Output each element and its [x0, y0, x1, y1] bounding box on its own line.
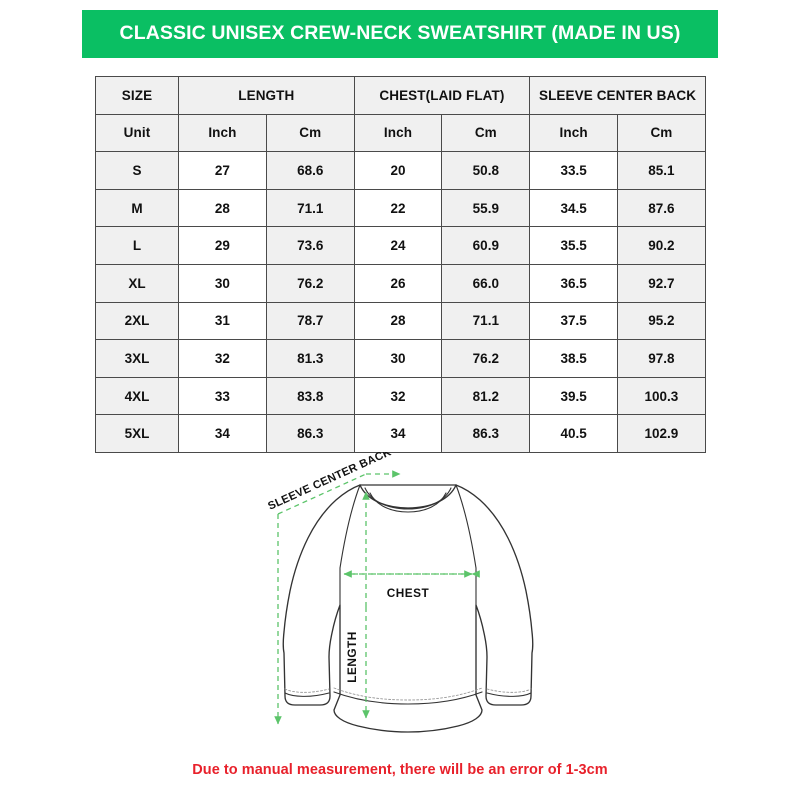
cell-chest-in: 20: [353, 151, 443, 190]
cell-length-in: 32: [178, 339, 267, 378]
cell-chest-in: 22: [353, 188, 443, 228]
cell-chest-in: 26: [353, 263, 443, 303]
unit-header-chest-cm: Cm: [441, 113, 531, 153]
cell-length-in: 28: [178, 188, 267, 228]
cell-length-cm: 86.3: [265, 414, 355, 453]
cell-length-cm: 78.7: [265, 301, 355, 341]
cell-chest-cm: 71.1: [441, 301, 531, 341]
label-chest: CHEST: [387, 586, 430, 600]
column-header-chest: CHEST(LAID FLAT): [353, 76, 531, 115]
unit-header-length-inch: Inch: [178, 113, 267, 153]
cell-size: 4XL: [95, 376, 179, 416]
cell-length-in: 27: [178, 151, 267, 190]
table-group-header-row: SIZE LENGTH CHEST(LAID FLAT) SLEEVE CENT…: [95, 76, 706, 115]
cell-sleeve-in: 36.5: [529, 263, 619, 303]
measurement-diagram: SLEEVE CENTER BACK CHEST LENGTH: [248, 452, 568, 752]
cell-length-cm: 83.8: [265, 376, 355, 416]
cell-sleeve-in: 33.5: [529, 151, 619, 190]
title-banner: CLASSIC UNISEX CREW-NECK SWEATSHIRT (MAD…: [82, 10, 718, 58]
table-row: 3XL 32 81.3 30 76.2 38.5 97.8: [95, 339, 706, 378]
cell-sleeve-in: 34.5: [529, 188, 619, 228]
cell-length-in: 31: [178, 301, 267, 341]
cell-sleeve-cm: 85.1: [617, 151, 706, 190]
table-row: XL 30 76.2 26 66.0 36.5 92.7: [95, 263, 706, 303]
sleeve-guide-diagonal: [277, 473, 367, 515]
cell-sleeve-cm: 90.2: [617, 226, 706, 265]
size-chart-body: S 27 68.6 20 50.8 33.5 85.1 M 28 71.1 22…: [95, 151, 706, 453]
cell-sleeve-cm: 97.8: [617, 339, 706, 378]
cell-length-cm: 68.6: [265, 151, 355, 190]
size-chart-table-container: SIZE LENGTH CHEST(LAID FLAT) SLEEVE CENT…: [95, 76, 706, 453]
cell-sleeve-in: 38.5: [529, 339, 619, 378]
cell-length-cm: 71.1: [265, 188, 355, 228]
cell-sleeve-in: 39.5: [529, 376, 619, 416]
unit-header-length-cm: Cm: [265, 113, 355, 153]
table-row: 5XL 34 86.3 34 86.3 40.5 102.9: [95, 414, 706, 453]
cell-size: 5XL: [95, 414, 179, 453]
column-header-size: SIZE: [95, 76, 179, 115]
cell-sleeve-in: 40.5: [529, 414, 619, 453]
cell-sleeve-in: 35.5: [529, 226, 619, 265]
cell-chest-in: 24: [353, 226, 443, 265]
table-unit-header-row: Unit Inch Cm Inch Cm Inch Cm: [95, 113, 706, 153]
cell-sleeve-cm: 102.9: [617, 414, 706, 453]
cell-size: 3XL: [95, 339, 179, 378]
unit-header-chest-inch: Inch: [353, 113, 443, 153]
cell-size: XL: [95, 263, 179, 303]
table-row: 2XL 31 78.7 28 71.1 37.5 95.2: [95, 301, 706, 341]
cell-length-cm: 76.2: [265, 263, 355, 303]
cell-length-in: 34: [178, 414, 267, 453]
cell-chest-cm: 86.3: [441, 414, 531, 453]
measurement-guides: [274, 470, 480, 725]
cell-chest-cm: 76.2: [441, 339, 531, 378]
cell-size: S: [95, 151, 179, 190]
label-length: LENGTH: [345, 631, 359, 683]
cell-chest-in: 34: [353, 414, 443, 453]
measurement-disclaimer: Due to manual measurement, there will be…: [192, 762, 608, 778]
table-row: M 28 71.1 22 55.9 34.5 87.6: [95, 188, 706, 228]
cell-chest-in: 32: [353, 376, 443, 416]
cell-length-in: 29: [178, 226, 267, 265]
cell-size: L: [95, 226, 179, 265]
unit-header-sleeve-inch: Inch: [529, 113, 619, 153]
size-chart-table: SIZE LENGTH CHEST(LAID FLAT) SLEEVE CENT…: [95, 76, 706, 453]
table-row: L 29 73.6 24 60.9 35.5 90.2: [95, 226, 706, 265]
cell-length-in: 30: [178, 263, 267, 303]
cell-length-in: 33: [178, 376, 267, 416]
cell-size: M: [95, 188, 179, 228]
unit-header-unit: Unit: [95, 113, 179, 153]
cell-length-cm: 81.3: [265, 339, 355, 378]
sweatshirt-outline-icon: [282, 484, 534, 733]
cell-sleeve-cm: 92.7: [617, 263, 706, 303]
table-row: S 27 68.6 20 50.8 33.5 85.1: [95, 151, 706, 190]
cell-chest-cm: 50.8: [441, 151, 531, 190]
column-header-sleeve: SLEEVE CENTER BACK: [529, 76, 706, 115]
cell-chest-cm: 55.9: [441, 188, 531, 228]
column-header-length: LENGTH: [178, 76, 355, 115]
cell-chest-cm: 81.2: [441, 376, 531, 416]
cell-sleeve-cm: 95.2: [617, 301, 706, 341]
cell-chest-in: 30: [353, 339, 443, 378]
cell-sleeve-cm: 100.3: [617, 376, 706, 416]
cell-length-cm: 73.6: [265, 226, 355, 265]
cell-sleeve-in: 37.5: [529, 301, 619, 341]
cell-chest-cm: 60.9: [441, 226, 531, 265]
page-title: CLASSIC UNISEX CREW-NECK SWEATSHIRT (MAD…: [119, 22, 681, 45]
cell-size: 2XL: [95, 301, 179, 341]
cell-sleeve-cm: 87.6: [617, 188, 706, 228]
unit-header-sleeve-cm: Cm: [617, 113, 706, 153]
cell-chest-cm: 66.0: [441, 263, 531, 303]
table-row: 4XL 33 83.8 32 81.2 39.5 100.3: [95, 376, 706, 416]
cell-chest-in: 28: [353, 301, 443, 341]
